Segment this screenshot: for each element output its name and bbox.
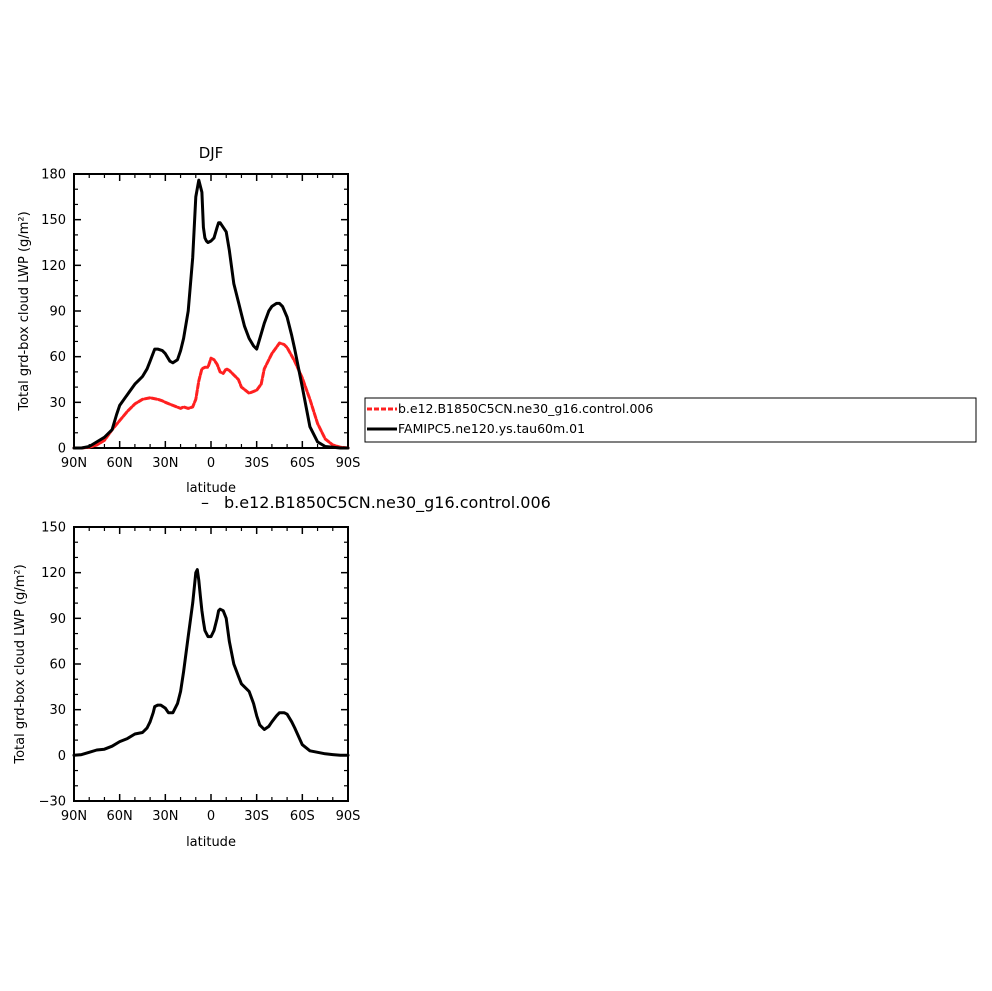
- x-tick-label: 30S: [244, 456, 269, 471]
- plot-frame: [73, 526, 349, 802]
- legend-box: [364, 397, 977, 443]
- y-tick-label: 0: [58, 749, 66, 764]
- series-group: [72, 568, 350, 757]
- y-tick-label: 30: [49, 396, 66, 411]
- x-tick-label: 90S: [336, 456, 361, 471]
- series-line-1: [72, 178, 350, 450]
- x-axis-label: latitude: [186, 835, 236, 850]
- legend: b.e12.B1850C5CN.ne30_g16.control.006 FAM…: [364, 397, 977, 443]
- x-tick-label: 30N: [152, 809, 178, 824]
- y-axis-label: Total grd-box cloud LWP (g/m²): [17, 211, 32, 411]
- plot-title: DJF: [199, 144, 224, 162]
- series-line-0: [72, 568, 350, 757]
- x-tick-label: 90N: [61, 809, 87, 824]
- y-tick-label: 150: [41, 521, 66, 536]
- y-tick-label: 150: [41, 213, 66, 228]
- y-tick-label: 30: [49, 703, 66, 718]
- axis-ticks: 0 30 60 90 120 150 180 90N 60N 30N 0 30S 60S 90S: [41, 168, 360, 472]
- y-tick-label: 0: [58, 442, 66, 457]
- y-tick-label: 60: [49, 350, 66, 365]
- y-tick-label: 120: [41, 259, 66, 274]
- x-tick-label: 90S: [336, 809, 361, 824]
- plot-title-prefix: –: [201, 493, 209, 512]
- x-tick-label: 30S: [244, 809, 269, 824]
- legend-entry-control: b.e12.B1850C5CN.ne30_g16.control.006: [398, 401, 653, 416]
- axis-ticks: −30 0 30 60 90 120 150 90N 60N 30N 0 30S 60S 90S: [39, 521, 361, 825]
- x-tick-label: 60S: [290, 809, 315, 824]
- difference-plot: – b.e12.B1850C5CN.ne30_g16.control.006 −…: [13, 493, 551, 850]
- y-tick-label: 90: [49, 305, 66, 320]
- series-group: [72, 178, 350, 450]
- y-tick-label: 60: [49, 658, 66, 673]
- plot-title: b.e12.B1850C5CN.ne30_g16.control.006: [224, 493, 551, 513]
- x-tick-label: 0: [207, 456, 215, 471]
- x-tick-label: 60S: [290, 456, 315, 471]
- y-tick-label: 120: [41, 566, 66, 581]
- y-tick-label: 180: [41, 168, 66, 183]
- x-tick-label: 30N: [152, 456, 178, 471]
- y-tick-label: −30: [39, 795, 66, 810]
- x-axis-label: latitude: [186, 481, 236, 496]
- series-line-0: [72, 341, 350, 450]
- x-tick-label: 90N: [61, 456, 87, 471]
- legend-entry-famipc5: FAMIPC5.ne120.ys.tau60m.01: [398, 421, 585, 436]
- y-tick-label: 90: [49, 612, 66, 627]
- x-tick-label: 60N: [107, 809, 133, 824]
- x-tick-label: 60N: [107, 456, 133, 471]
- y-axis-label: Total grd-box cloud LWP (g/m²): [13, 564, 28, 764]
- x-tick-label: 0: [207, 809, 215, 824]
